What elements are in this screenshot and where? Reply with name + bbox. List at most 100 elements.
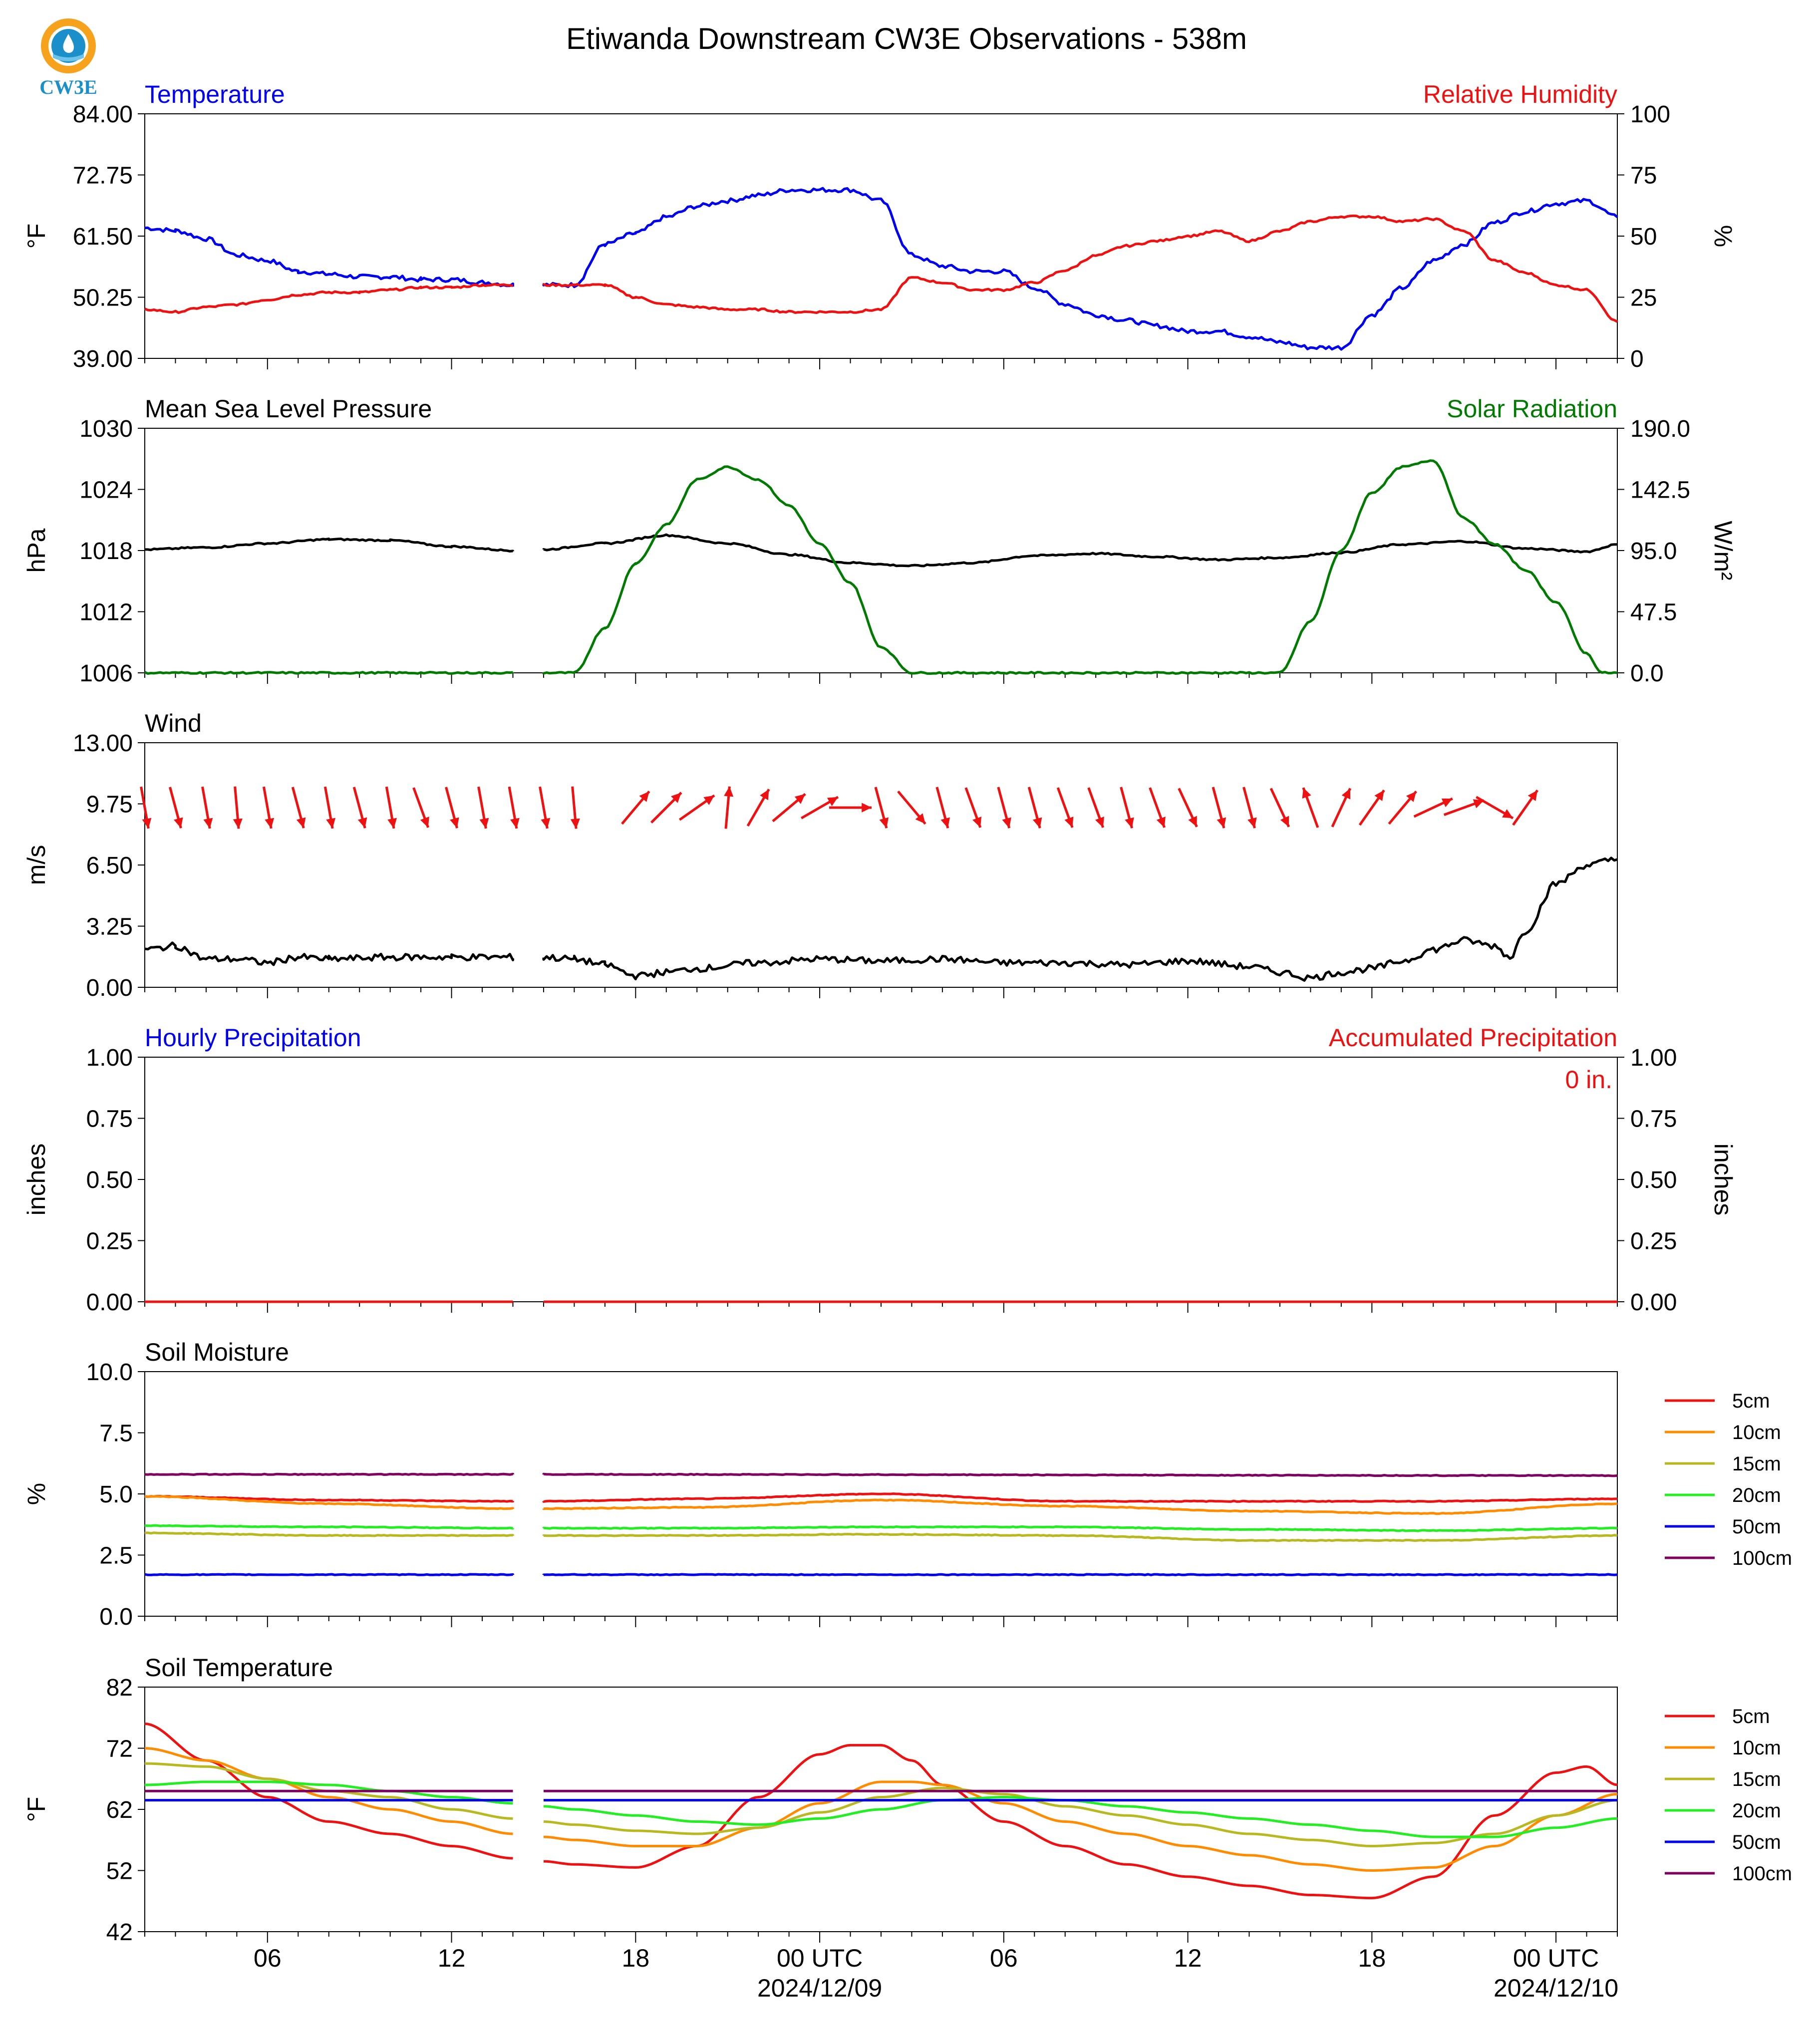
- wind-arrow: [772, 793, 806, 823]
- legend-label: 15cm: [1732, 1768, 1781, 1790]
- wind-arrow: [874, 787, 889, 829]
- x-tick-label: 06: [990, 1944, 1018, 1972]
- wind-arrow: [1120, 787, 1134, 829]
- y-axis-label-right: inches: [1709, 1144, 1737, 1216]
- y-axis-label: °F: [22, 1797, 50, 1822]
- panel-wind: Wind 13.00 9.75 6.50 3.25 0.00 m/s: [22, 709, 1618, 1001]
- panel-temperature_rh: Temperature Relative Humidity 84.00 72.75 61…: [22, 80, 1737, 372]
- wind-arrow: [262, 786, 275, 829]
- y-tick-label: 0.00: [86, 1289, 133, 1316]
- y-tick-label: 0.25: [86, 1228, 133, 1255]
- legend-label: 100cm: [1732, 1547, 1792, 1569]
- y-tick-label-right: 47.5: [1630, 599, 1677, 626]
- legend-label: 50cm: [1732, 1831, 1781, 1853]
- y-tick-label: 6.50: [86, 853, 133, 879]
- x-tick-label: 00 UTC: [777, 1944, 863, 1972]
- y-tick-label-right: 50: [1630, 224, 1657, 250]
- wind-arrow: [724, 786, 734, 829]
- y-tick-label-right: 95.0: [1630, 538, 1677, 565]
- y-tick-label-right: 0: [1630, 346, 1644, 372]
- wind-arrow: [897, 790, 926, 825]
- legend-label: 10cm: [1732, 1422, 1781, 1444]
- y-tick-label-right: 0.25: [1630, 1228, 1677, 1255]
- wind-arrow: [140, 786, 152, 829]
- y-tick-label: 39.00: [73, 346, 133, 372]
- y-tick-label-right: 100: [1630, 101, 1670, 128]
- y-tick-label: 3.25: [86, 914, 133, 940]
- wind-arrow: [385, 786, 397, 829]
- panel-title-left: Temperature: [145, 80, 285, 108]
- wind-arrow: [1358, 789, 1385, 826]
- x-tick-label: 12: [438, 1944, 466, 1972]
- series-line-10cm: [144, 1747, 1618, 1872]
- x-tick-label: 12: [1174, 1944, 1202, 1972]
- y-tick-label: 10.0: [86, 1359, 133, 1386]
- y-tick-label: 5.0: [99, 1481, 133, 1508]
- wind-arrow: [1178, 788, 1198, 828]
- y-tick-label: 1024: [79, 477, 133, 504]
- figure-title: Etiwanda Downstream CW3E Observations - …: [566, 22, 1247, 55]
- wind-arrow: [539, 786, 551, 829]
- wind-arrow: [1056, 787, 1074, 828]
- series-line-15cm: [144, 1531, 1618, 1542]
- wind-arrow: [352, 787, 367, 829]
- wind-arrow: [829, 803, 872, 813]
- wind-arrow: [477, 786, 489, 829]
- legend-label: 20cm: [1732, 1484, 1781, 1506]
- y-axis-label-right: W/m²: [1709, 521, 1737, 580]
- series-line-5cm: [144, 1723, 1618, 1900]
- y-tick-label: 0.0: [99, 1604, 133, 1630]
- y-axis-label-right: %: [1709, 225, 1737, 247]
- y-tick-label: 52: [106, 1858, 133, 1885]
- panel-title-left: Mean Sea Level Pressure: [145, 395, 432, 423]
- wind-arrow: [445, 787, 459, 829]
- y-tick-label-right: 0.75: [1630, 1106, 1677, 1133]
- wind-arrow: [1331, 788, 1352, 828]
- y-tick-label: 84.00: [73, 101, 133, 128]
- wind-arrow: [1149, 787, 1166, 828]
- panel-title-right: Relative Humidity: [1423, 80, 1617, 108]
- x-tick-label: 18: [1358, 1944, 1386, 1972]
- y-tick-label-right: 25: [1630, 285, 1657, 311]
- legend-label: 5cm: [1732, 1390, 1770, 1412]
- panel-pressure_solar: Mean Sea Level Pressure Solar Radiation 10…: [22, 395, 1737, 687]
- y-axis-label: °F: [22, 224, 50, 249]
- wind-arrow: [1512, 789, 1539, 826]
- y-tick-label: 1006: [79, 660, 133, 687]
- y-tick-label: 1030: [79, 416, 133, 442]
- wind-arrow: [1476, 796, 1514, 820]
- y-tick-label-right: 0.00: [1630, 1289, 1677, 1316]
- legend: 5cm 10cm 15cm 20cm 50cm 100cm: [1665, 1706, 1792, 1885]
- plot-frame: [144, 113, 1618, 359]
- y-tick-label: 7.5: [99, 1421, 133, 1447]
- wind-arrow: [291, 787, 306, 829]
- panel-precipitation: Hourly Precipitation Accumulated Precipit…: [22, 1024, 1737, 1316]
- y-tick-label-right: 0.0: [1630, 660, 1664, 687]
- panel-title-right: Accumulated Precipitation: [1329, 1024, 1617, 1052]
- logo-text: CW3E: [39, 76, 97, 98]
- wind-arrow: [1027, 787, 1042, 829]
- legend-label: 15cm: [1732, 1453, 1781, 1475]
- series-line-wind: [144, 857, 1618, 982]
- panel-title-right: Solar Radiation: [1447, 395, 1617, 423]
- y-tick-label: 62: [106, 1797, 133, 1823]
- y-tick-label: 2.5: [99, 1543, 133, 1569]
- y-tick-label: 1.00: [86, 1045, 133, 1071]
- y-tick-label: 0.50: [86, 1167, 133, 1193]
- series-line-solar-radiation: [144, 459, 1618, 675]
- panel-title-left: Soil Temperature: [145, 1654, 333, 1682]
- y-tick-label: 72.75: [73, 163, 133, 189]
- wind-arrow: [801, 796, 839, 820]
- wind-arrow: [169, 787, 183, 829]
- series-line-mean-sea-level-pressure: [145, 533, 1618, 568]
- wind-arrow: [570, 786, 580, 829]
- panel-soil_temperature: Soil Temperature 82 72 62 52 42 °F 5cm 10cm 15cm 2…: [22, 1654, 1792, 1946]
- legend-label: 100cm: [1732, 1863, 1792, 1885]
- wind-arrow: [1087, 787, 1105, 828]
- plot-frame: [144, 428, 1618, 673]
- x-tick-label: 00 UTC: [1513, 1944, 1599, 1972]
- x-tick-label: 06: [254, 1944, 282, 1972]
- wind-arrow: [1388, 790, 1418, 825]
- y-tick-label-right: 0.50: [1630, 1167, 1677, 1193]
- wind-arrow: [746, 788, 770, 827]
